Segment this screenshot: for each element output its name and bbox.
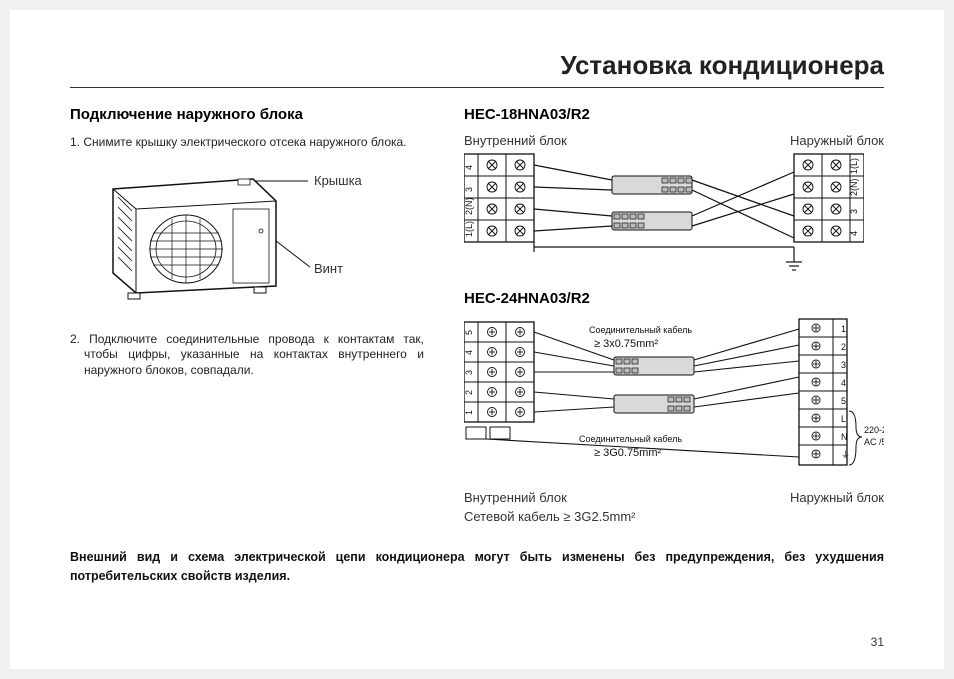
model1-wiring-diagram: 1(L) 2(N) 3 4 [464, 152, 884, 272]
step-1-text: 1. Снимите крышку электрического отсека … [70, 135, 424, 151]
model1-outdoor-label: Наружный блок [790, 133, 884, 148]
title-rule [70, 87, 884, 88]
svg-text:2: 2 [464, 390, 474, 395]
cover-label: Крышка [314, 173, 363, 188]
svg-text:N: N [841, 432, 848, 442]
model2-outdoor-label: Наружный блок [790, 490, 884, 505]
svg-text:3: 3 [849, 209, 859, 214]
svg-text:3: 3 [841, 360, 846, 370]
svg-text:5: 5 [464, 330, 474, 335]
svg-text:1: 1 [464, 410, 474, 415]
model2-block-labels: Внутренний блок Наружный блок [464, 490, 884, 505]
power-freq: AC /50HZ [864, 437, 884, 447]
step-2-text: 2. Подключите соединительные провода к к… [70, 332, 424, 379]
svg-text:3: 3 [464, 370, 474, 375]
svg-text:5: 5 [841, 396, 846, 406]
svg-text:4: 4 [464, 165, 474, 170]
svg-text:⏚: ⏚ [841, 450, 850, 460]
svg-text:1(L): 1(L) [849, 158, 859, 174]
document-page: Установка кондиционера Подключение наруж… [10, 10, 944, 669]
left-column: Подключение наружного блока 1. Снимите к… [70, 106, 424, 524]
outdoor-unit-figure: Крышка Винт [78, 161, 424, 316]
svg-text:3: 3 [464, 187, 474, 192]
left-heading: Подключение наружного блока [70, 106, 424, 123]
cable-spec-top: ≥ 3x0.75mm² [594, 338, 658, 350]
model1-indoor-label: Внутренний блок [464, 133, 567, 148]
disclaimer-text: Внешний вид и схема электрической цепи к… [70, 548, 884, 586]
svg-text:1(L): 1(L) [464, 221, 474, 237]
cable-label-bottom: Соединительный кабель [579, 434, 682, 444]
model1-heading: HEC-18HNA03/R2 [464, 106, 884, 123]
right-column: HEC-18HNA03/R2 Внутренний блок Наружный … [464, 106, 884, 524]
svg-text:4: 4 [849, 231, 859, 236]
page-title: Установка кондиционера [70, 50, 884, 81]
svg-text:4: 4 [464, 350, 474, 355]
model2-indoor-label: Внутренний блок [464, 490, 567, 505]
svg-text:L: L [841, 414, 846, 424]
svg-text:2(N): 2(N) [849, 178, 859, 196]
model2-heading: HEC-24HNA03/R2 [464, 290, 884, 307]
svg-text:2: 2 [841, 342, 846, 352]
model2-wiring-diagram: 5 4 3 2 1 Соединительный кабель ≥ 3x0.75… [464, 317, 884, 472]
cable-label-top: Соединительный кабель [589, 325, 692, 335]
power-voltage: 220-240V [864, 425, 884, 435]
svg-text:2(N): 2(N) [464, 197, 474, 215]
content-columns: Подключение наружного блока 1. Снимите к… [70, 106, 884, 524]
mains-cable-note: Сетевой кабель ≥ 3G2.5mm² [464, 509, 884, 524]
screw-label: Винт [314, 261, 343, 276]
svg-text:1: 1 [841, 324, 846, 334]
page-number: 31 [871, 635, 884, 649]
svg-text:4: 4 [841, 378, 846, 388]
model1-block-labels: Внутренний блок Наружный блок [464, 133, 884, 148]
